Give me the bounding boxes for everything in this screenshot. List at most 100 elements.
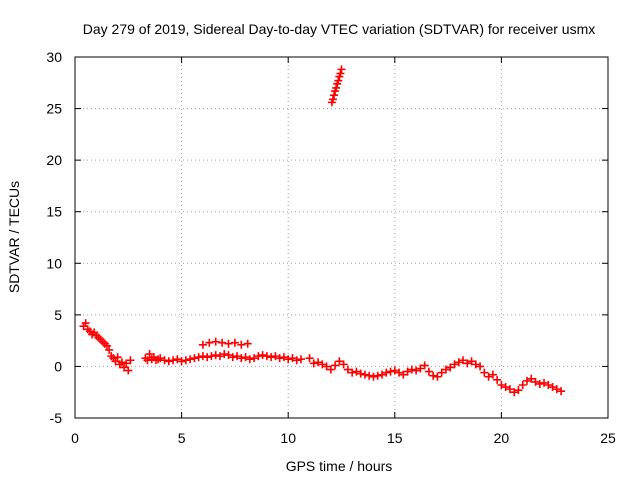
data-point (220, 350, 229, 359)
data-point (254, 352, 263, 361)
data-point (424, 367, 433, 376)
data-points (79, 65, 566, 397)
data-point (501, 383, 510, 392)
data-point (420, 361, 429, 370)
y-tick-label: 25 (46, 101, 62, 117)
data-point (173, 355, 182, 364)
data-point (339, 360, 348, 369)
data-point (275, 354, 284, 363)
data-point (334, 76, 343, 85)
data-point (386, 367, 395, 376)
data-point (535, 379, 544, 388)
x-tick-label: 10 (280, 430, 296, 446)
data-point (305, 354, 314, 363)
data-point (194, 353, 203, 362)
data-point (243, 339, 252, 348)
data-point (271, 352, 280, 361)
data-point (215, 352, 224, 361)
data-point (198, 340, 207, 349)
data-point (493, 375, 502, 384)
data-point (328, 95, 337, 104)
data-point (145, 350, 154, 359)
data-point (230, 338, 239, 347)
x-tick-label: 15 (387, 430, 403, 446)
y-tick-label: -5 (50, 410, 63, 426)
data-point (407, 365, 416, 374)
data-point (181, 356, 190, 365)
data-point (258, 351, 267, 360)
data-point (205, 338, 214, 347)
data-point (463, 359, 472, 368)
data-point (143, 356, 152, 365)
x-axis-label: GPS time / hours (286, 458, 393, 474)
data-point (207, 352, 216, 361)
data-point (365, 371, 374, 380)
data-point (471, 360, 480, 369)
data-point (224, 351, 233, 360)
data-point (160, 356, 169, 365)
y-tick-label: 0 (54, 358, 62, 374)
data-point (332, 83, 341, 92)
data-point (450, 360, 459, 369)
data-point (433, 372, 442, 381)
data-point (552, 385, 561, 394)
data-point (459, 356, 468, 365)
x-tick-label: 0 (71, 430, 79, 446)
data-point (211, 351, 220, 360)
data-point (177, 357, 186, 366)
data-point (81, 319, 90, 328)
data-point (198, 352, 207, 361)
data-point (156, 354, 165, 363)
data-point (218, 338, 227, 347)
data-point (288, 354, 297, 363)
data-point (337, 65, 346, 74)
data-point (228, 353, 237, 362)
data-point (267, 353, 276, 362)
data-point (544, 380, 553, 389)
data-point (237, 340, 246, 349)
data-point (446, 363, 455, 372)
data-point (510, 388, 519, 397)
data-point (403, 367, 412, 376)
data-point (548, 383, 557, 392)
y-tick-label: 10 (46, 255, 62, 271)
data-point (378, 370, 387, 379)
data-point (352, 367, 361, 376)
data-point (314, 358, 323, 367)
data-point (336, 69, 345, 78)
y-tick-label: 20 (46, 152, 62, 168)
data-point (373, 371, 382, 380)
data-point (211, 337, 220, 346)
data-point (169, 356, 178, 365)
data-point (360, 370, 369, 379)
data-point (233, 352, 242, 361)
x-tick-label: 5 (178, 430, 186, 446)
data-point (412, 366, 421, 375)
data-point (326, 365, 335, 374)
tick-marks (74, 56, 609, 419)
data-point (117, 358, 126, 367)
data-point (476, 362, 485, 371)
x-tick-label: 20 (494, 430, 510, 446)
data-point (395, 368, 404, 377)
y-axis-label: SDTVAR / TECUs (6, 181, 22, 293)
x-tick-labels: 0 5 10 15 20 25 (71, 430, 616, 446)
data-point (318, 360, 327, 369)
data-point (514, 386, 523, 395)
data-point (480, 368, 489, 377)
data-point (505, 385, 514, 394)
data-point (262, 352, 271, 361)
data-point (518, 380, 527, 389)
chart-title: Day 279 of 2019, Sidereal Day-to-day VTE… (83, 21, 596, 37)
data-point (382, 368, 391, 377)
data-point (284, 355, 293, 364)
data-point (531, 377, 540, 386)
data-point (467, 357, 476, 366)
data-point (429, 371, 438, 380)
data-point (335, 357, 344, 366)
data-point (557, 387, 566, 396)
grid (75, 57, 608, 418)
data-point (331, 361, 340, 370)
data-point (186, 355, 195, 364)
